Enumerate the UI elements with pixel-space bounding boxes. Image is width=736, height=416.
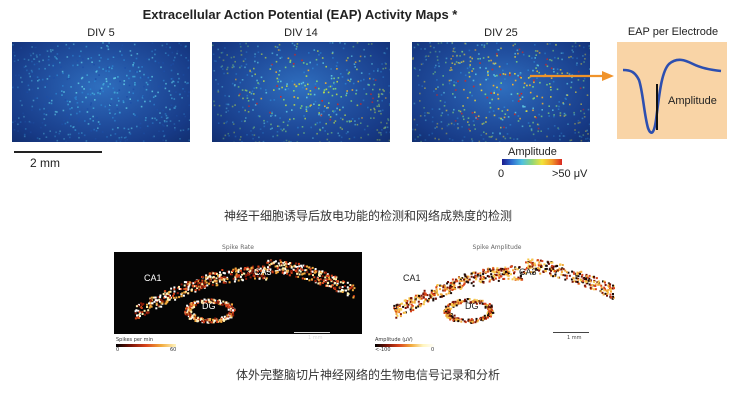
activity-map-div5-dots [12,42,190,142]
activity-map-div14-dots [212,42,390,142]
waveform-icon [622,58,722,134]
spike-rate-colorbar [116,344,176,347]
colorbar-min-label: 0 [498,168,505,180]
region-dg-label: DG [465,301,479,311]
caption-stem-cell-network: 神经干细胞诱导后放电功能的检测和网络成熟度的检测 [223,209,512,223]
arrow-icon [530,71,614,81]
amplitude-colorbar [502,159,562,165]
colorbar-max-label: >50 μV [552,168,588,180]
spike-amplitude-map [373,252,621,334]
amplitude-legend-title: Amplitude (µV) [375,337,413,343]
spike-rate-panel: Spike Rate CA1 CA3 DG 1 mm Spikes per mi… [112,243,364,353]
mini-scale-bar [553,332,589,333]
scale-bar [14,151,102,153]
figure-title: Extracellular Action Potential (EAP) Act… [142,7,458,22]
spike-amplitude-panel: Spike Amplitude CA1 CA3 DG 1 mm Amplitud… [371,243,623,353]
spike-rate-legend-title: Spikes per min [116,337,154,343]
spike-rate-map [114,252,362,334]
activity-map-div5 [12,42,190,142]
eap-waveform-inset: Amplitude [617,42,727,139]
region-ca1-label: CA1 [403,273,421,283]
amplitude-min: <-100 [375,347,391,353]
eap-activity-figure: Extracellular Action Potential (EAP) Act… [0,0,736,186]
activity-map-div25 [412,42,590,142]
amplitude-label: Amplitude [668,95,717,107]
scale-bar-label: 2 mm [30,156,60,170]
spike-amplitude-title: Spike Amplitude [472,244,522,251]
spike-rate-min: 0 [116,347,120,353]
mini-scale-label: 1 mm [567,335,582,341]
region-dg-label: DG [202,301,216,311]
region-ca1-label: CA1 [144,273,162,283]
panel-label-div14: DIV 14 [284,27,318,39]
mini-scale-label: 1 mm [308,335,323,341]
mini-scale-bar [294,332,330,333]
colorbar-title: Amplitude [508,146,557,158]
inset-title: EAP per Electrode [627,26,719,38]
panel-label-div5: DIV 5 [87,27,115,39]
activity-map-div14 [212,42,390,142]
spike-rate-max: 60 [170,347,177,353]
panel-label-div25: DIV 25 [484,27,518,39]
caption-brain-slice: 体外完整脑切片神经网络的生物电信号记录和分析 [235,368,500,382]
region-ca3-label: CA3 [254,267,272,277]
spike-rate-title: Spike Rate [222,244,254,251]
amplitude-max: 0 [431,347,435,353]
amplitude-colorbar-mini [375,344,435,347]
region-ca3-label: CA3 [519,267,537,277]
activity-map-div25-dots [412,42,590,142]
